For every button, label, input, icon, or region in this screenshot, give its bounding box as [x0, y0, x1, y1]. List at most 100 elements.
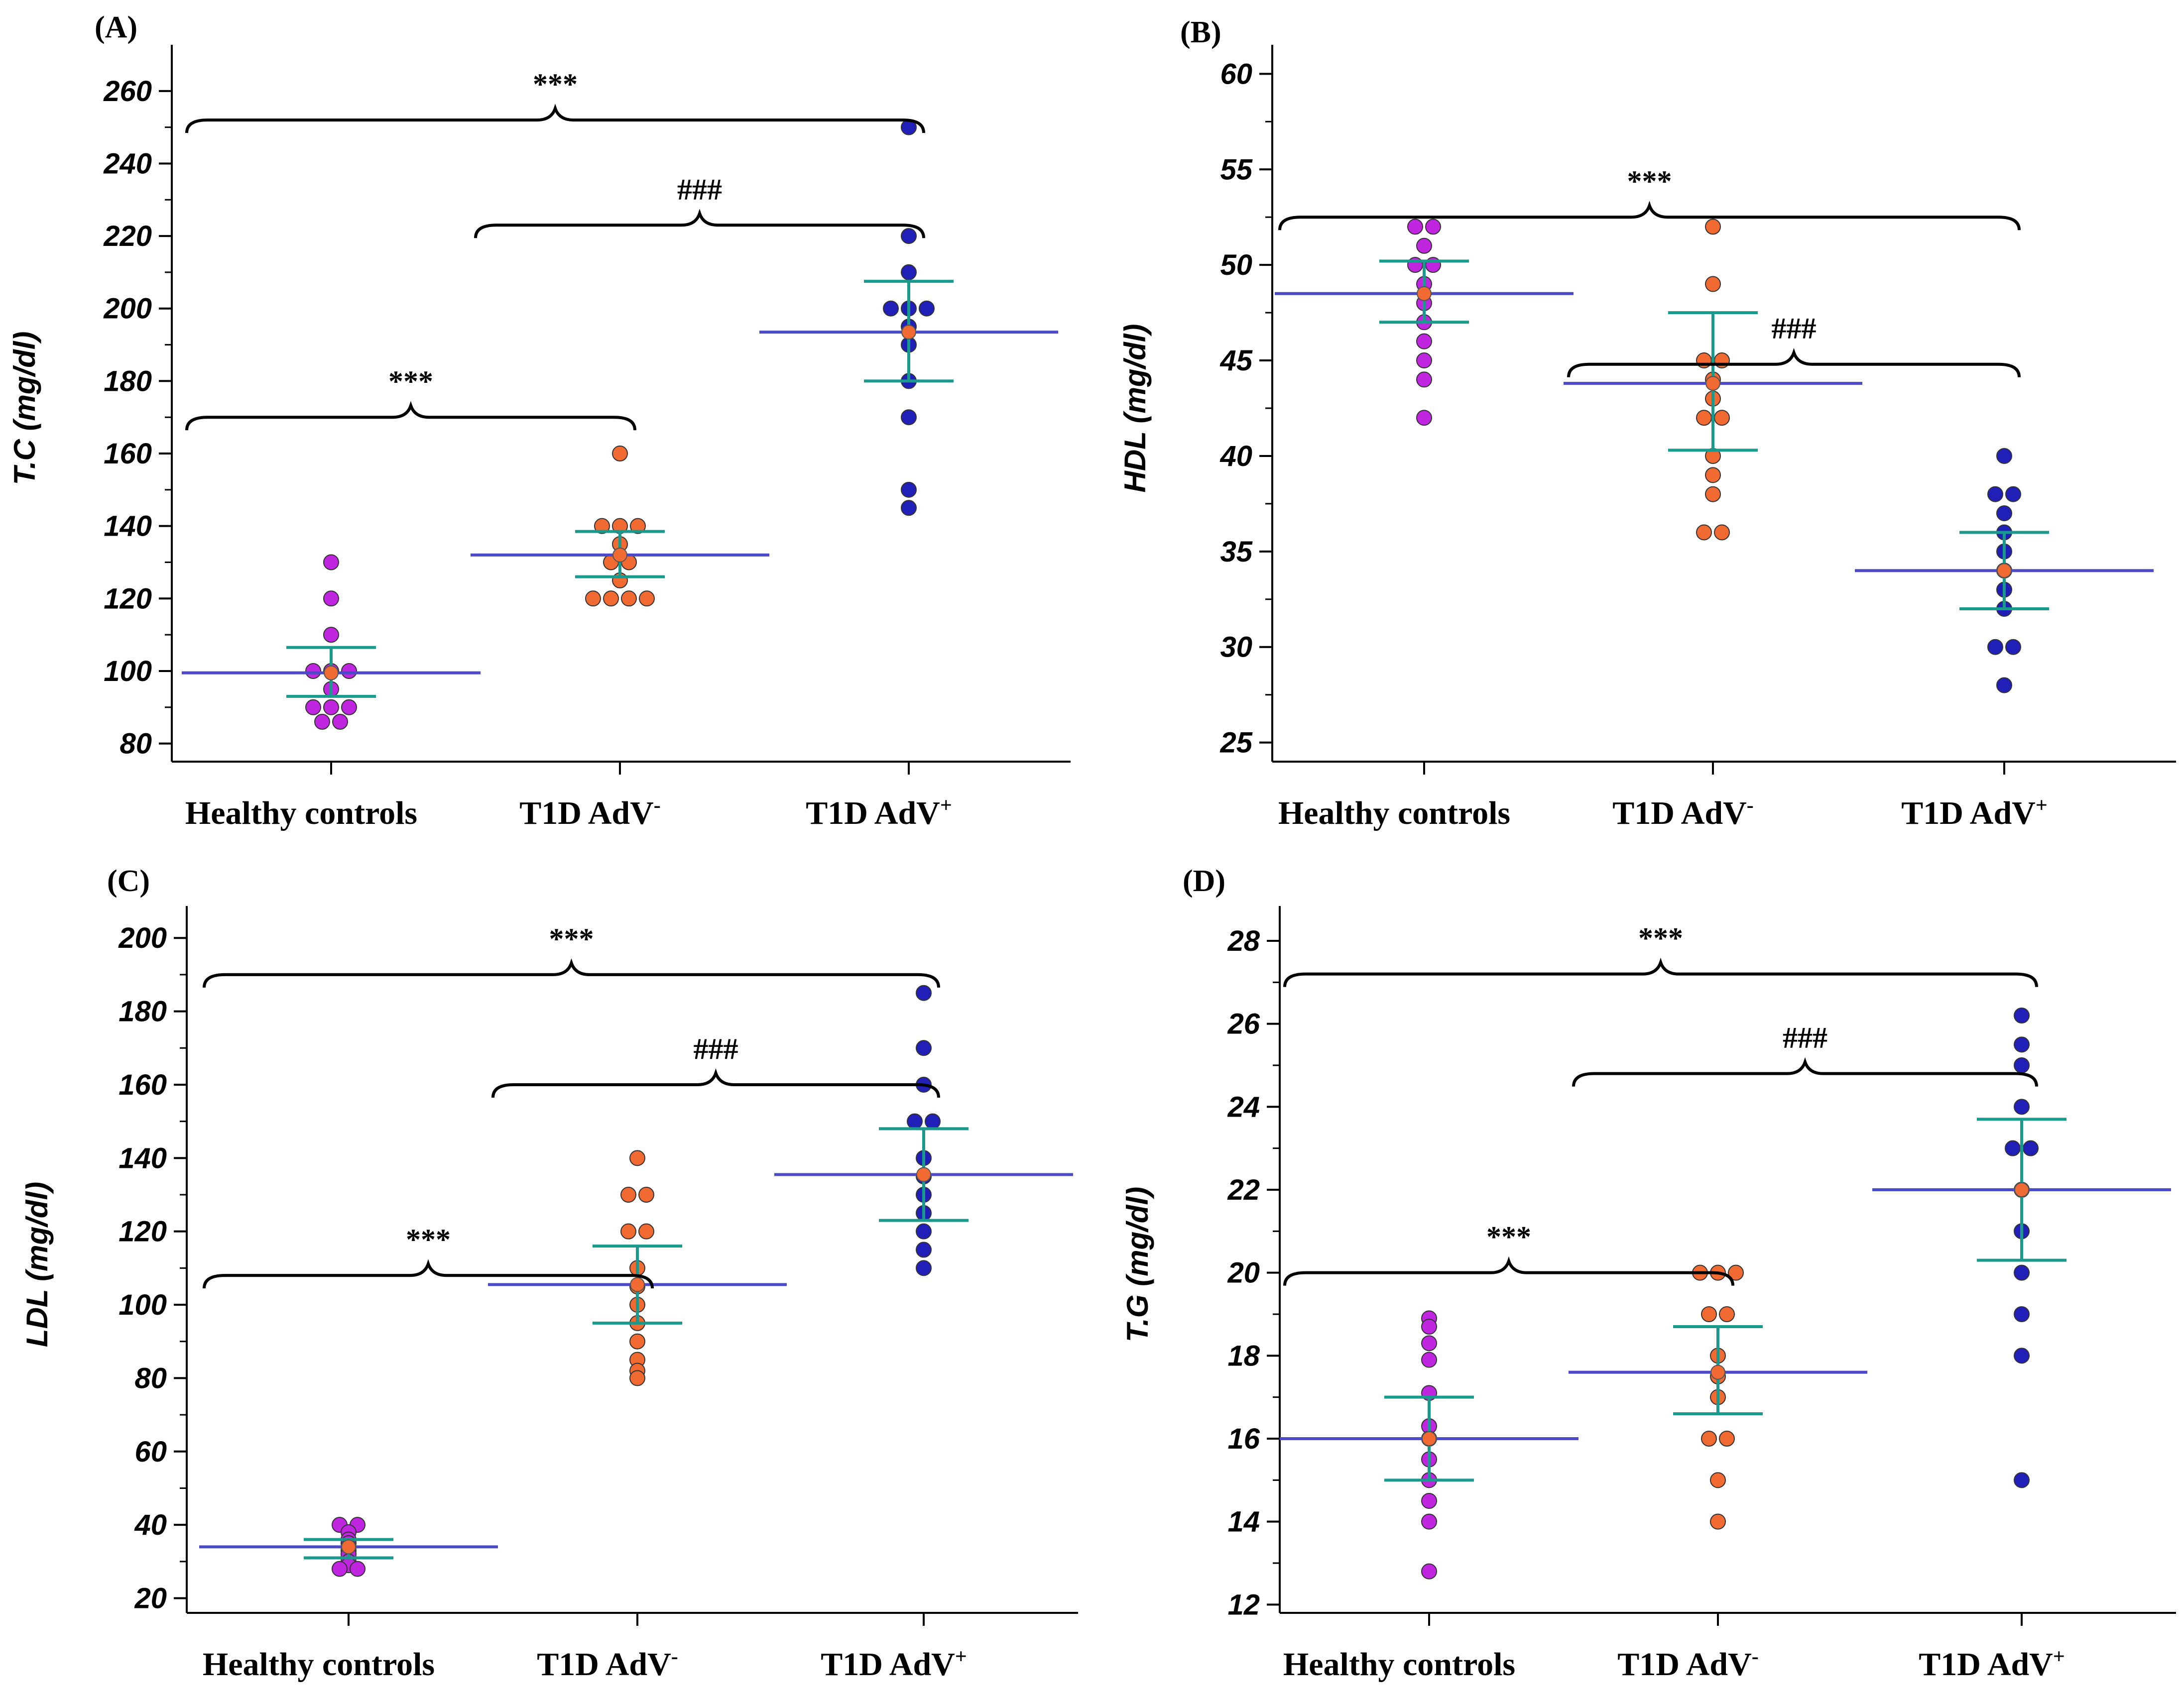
y-tick-label: 20: [134, 1583, 167, 1615]
data-point: [332, 1561, 348, 1577]
data-point: [916, 985, 932, 1001]
y-tick-label: 240: [103, 147, 152, 180]
data-point: [901, 409, 917, 426]
y-tick-label: 40: [1219, 440, 1252, 472]
data-point: [1714, 524, 1730, 541]
y-tick-label: 60: [134, 1436, 167, 1468]
y-axis-label: LDL (mg/dl): [20, 1182, 54, 1347]
significance-label: ###: [1772, 312, 1817, 345]
significance-label: ###: [1783, 1021, 1827, 1054]
data-point: [1421, 1352, 1437, 1368]
y-tick-label: 35: [1220, 536, 1252, 568]
data-point: [1416, 371, 1432, 388]
y-tick-label: 24: [1227, 1091, 1260, 1123]
y-tick-label: 30: [1220, 631, 1252, 664]
significance-brace: [1572, 1057, 2038, 1087]
x-category-label: Healthy controls: [185, 795, 417, 831]
x-category-label: T1D AdV+: [1901, 794, 2048, 831]
data-point: [1705, 219, 1721, 235]
data-point: [1705, 467, 1721, 483]
y-axis-label: T.C (mg/dl): [8, 332, 41, 485]
y-tick-label: 140: [104, 510, 152, 543]
data-point: [1696, 524, 1712, 541]
data-point: [603, 590, 619, 607]
y-axis-label: T.G (mg/dl): [1121, 1187, 1154, 1342]
data-point: [314, 713, 330, 730]
data-point: [1416, 237, 1432, 254]
y-tick-label: 25: [1219, 727, 1252, 759]
y-tick-label: 100: [104, 655, 152, 687]
data-point: [2014, 1264, 2030, 1281]
significance-brace: [491, 1068, 940, 1098]
data-point: [907, 1113, 923, 1130]
significance-label: ***: [533, 68, 578, 101]
data-point: [916, 1260, 932, 1276]
x-category-label: Healthy controls: [1283, 1646, 1515, 1683]
data-point: [1425, 219, 1441, 235]
mean-marker: [1997, 563, 2012, 578]
significance-brace: [474, 209, 925, 238]
data-point: [638, 1187, 654, 1203]
data-point: [341, 699, 357, 715]
y-tick-label: 140: [119, 1142, 167, 1174]
data-point: [639, 590, 655, 607]
y-tick-label: 50: [1220, 249, 1252, 281]
data-point: [1421, 1319, 1437, 1335]
data-point: [2014, 1348, 2030, 1364]
y-tick-label: 160: [104, 438, 152, 470]
data-point: [1996, 677, 2012, 693]
data-point: [883, 300, 899, 317]
data-point: [2005, 1140, 2021, 1156]
data-point: [2014, 1057, 2030, 1073]
data-point: [1416, 352, 1432, 369]
mean-marker: [916, 1167, 931, 1182]
y-tick-label: 180: [119, 996, 167, 1028]
data-point: [1421, 1513, 1437, 1530]
data-point: [916, 1242, 932, 1258]
mean-marker: [1422, 1431, 1437, 1446]
significance-brace: [185, 401, 636, 431]
data-point: [332, 713, 348, 730]
data-point: [305, 663, 321, 679]
significance-brace: [1283, 1256, 1734, 1286]
y-tick-label: 200: [103, 293, 152, 325]
mean-marker: [2014, 1182, 2029, 1197]
data-point: [323, 699, 339, 715]
y-tick-label: 120: [104, 582, 152, 615]
data-point: [323, 590, 339, 607]
y-tick-label: 220: [103, 220, 152, 252]
data-point: [2023, 1140, 2039, 1156]
significance-label: ***: [388, 365, 433, 398]
y-tick-label: 45: [1219, 344, 1252, 377]
data-point: [1705, 486, 1721, 502]
y-tick-label: 60: [1220, 58, 1252, 90]
mean-marker: [901, 325, 916, 340]
significance-brace: [1283, 957, 2038, 987]
data-point: [1710, 1472, 1726, 1488]
significance-label: ***: [1486, 1221, 1531, 1253]
data-point: [1996, 505, 2012, 522]
x-category-superscript: +: [955, 1645, 967, 1668]
data-point: [620, 1223, 636, 1240]
data-point: [901, 264, 917, 280]
data-point: [323, 627, 339, 643]
data-point: [594, 518, 610, 534]
data-point: [919, 300, 935, 317]
y-tick-label: 100: [119, 1289, 167, 1321]
data-point: [2014, 1008, 2030, 1023]
data-point: [1416, 333, 1432, 349]
significance-label: ***: [549, 922, 594, 955]
y-tick-label: 22: [1227, 1174, 1260, 1206]
data-point: [2014, 1036, 2030, 1053]
significance-label: ###: [677, 173, 722, 206]
mean-marker: [324, 665, 339, 680]
x-category-label: T1D AdV-: [1617, 1645, 1759, 1683]
x-category-superscript: -: [671, 1645, 678, 1668]
data-point: [901, 481, 917, 498]
data-point: [1421, 1563, 1437, 1580]
panel-label: (A): [95, 10, 137, 44]
data-point: [2014, 1099, 2030, 1115]
data-point: [901, 228, 917, 244]
y-tick-label: 120: [119, 1216, 167, 1248]
